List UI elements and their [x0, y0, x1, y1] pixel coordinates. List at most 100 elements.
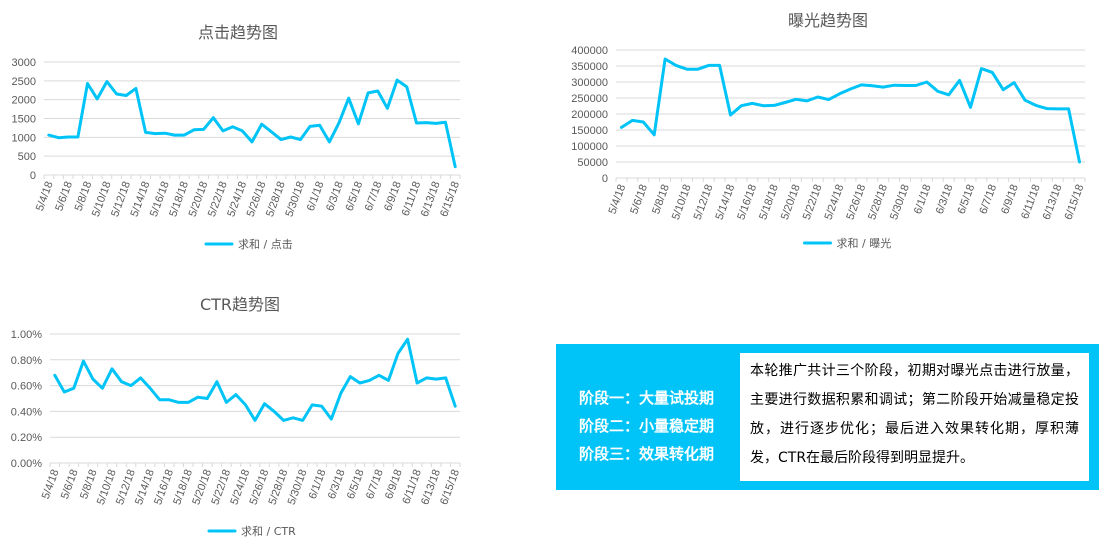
chart-title: 曝光趋势图: [788, 11, 868, 30]
data-point: [243, 403, 247, 407]
x-tick-label: 5/6/18: [628, 183, 650, 216]
data-point: [211, 116, 215, 120]
x-tick-label: 6/3/18: [934, 183, 956, 216]
data-point: [260, 122, 264, 126]
data-point: [269, 130, 273, 134]
data-point: [1078, 160, 1082, 164]
data-point: [414, 121, 418, 125]
data-point: [310, 403, 314, 407]
data-point: [358, 381, 362, 385]
y-tick-label: 150000: [571, 125, 608, 137]
data-point: [221, 129, 225, 133]
data-point: [903, 84, 907, 88]
x-tick-label: 6/9/18: [382, 180, 404, 213]
x-tick-label: 5/20/18: [779, 183, 803, 222]
data-point: [66, 135, 70, 139]
data-point: [849, 87, 853, 91]
y-tick-label: 50000: [577, 157, 608, 169]
data-point: [990, 70, 994, 74]
data-point: [320, 404, 324, 408]
data-point: [925, 80, 929, 84]
data-point: [772, 103, 776, 107]
data-point: [936, 89, 940, 93]
data-point: [729, 113, 733, 117]
data-point: [298, 138, 302, 142]
y-tick-label: 2000: [12, 95, 36, 107]
data-point: [279, 138, 283, 142]
series-line: [53, 337, 457, 422]
data-point: [406, 337, 410, 341]
x-tick-label: 5/30/18: [888, 183, 912, 222]
data-point: [182, 133, 186, 137]
data-point: [377, 373, 381, 377]
data-point: [718, 63, 722, 67]
impressions-chart: 曝光趋势图 0 50000 100000 150000 200000 250000 30000…: [548, 0, 1103, 265]
data-point: [881, 85, 885, 89]
data-point: [424, 121, 428, 125]
data-point: [1023, 98, 1027, 102]
data-point: [958, 78, 962, 82]
data-point: [337, 121, 341, 125]
data-point: [979, 67, 983, 71]
data-point: [444, 376, 448, 380]
data-point: [685, 67, 689, 71]
x-tick-label: 6/1/18: [912, 183, 934, 216]
data-point: [453, 404, 457, 408]
data-point: [215, 380, 219, 384]
data-point: [652, 133, 656, 137]
data-point: [76, 135, 80, 139]
data-point: [91, 377, 95, 381]
x-tick-label: 6/7/18: [363, 180, 385, 213]
y-tick-label: 0.60%: [11, 381, 42, 393]
data-point: [395, 78, 399, 82]
y-tick-label: 500: [18, 151, 36, 163]
data-point: [186, 400, 190, 404]
x-tick-label: 6/7/18: [977, 183, 999, 216]
data-point: [443, 120, 447, 124]
data-point: [177, 400, 181, 404]
y-tick-label: 300000: [571, 77, 608, 89]
y-tick-label: 0.80%: [11, 355, 42, 367]
data-point: [805, 99, 809, 103]
ctr-chart: CTR趋势图 0.00% 0.20% 0.40% 0.60% 0.80% 1.00% 5/4/…: [0, 285, 480, 550]
data-point: [53, 373, 57, 377]
data-point: [100, 386, 104, 390]
data-point: [95, 97, 99, 101]
data-point: [253, 418, 257, 422]
data-point: [129, 384, 133, 388]
data-point: [202, 127, 206, 131]
data-point: [110, 367, 114, 371]
data-point: [57, 136, 61, 140]
data-point: [47, 133, 51, 137]
legend-label: 求和 / CTR: [241, 525, 296, 538]
data-point: [827, 98, 831, 102]
data-point: [385, 106, 389, 110]
y-tick-label: 200000: [571, 109, 608, 121]
data-point: [663, 57, 667, 61]
y-tick-label: 0.00%: [11, 458, 42, 470]
x-tick-label: 5/4/18: [34, 180, 56, 213]
data-point: [231, 125, 235, 129]
x-tick-label: 6/15/18: [1063, 183, 1087, 222]
y-tick-label: 1000: [12, 132, 36, 144]
x-tick-label: 6/11/18: [1019, 183, 1043, 221]
data-point: [72, 386, 76, 390]
y-tick-label: 1500: [12, 114, 36, 126]
y-tick-label: 0: [602, 173, 608, 185]
x-tick-label: 5/18/18: [757, 183, 781, 222]
data-point: [62, 390, 66, 394]
data-point: [396, 351, 400, 355]
y-tick-label: 0.40%: [11, 406, 42, 418]
data-point: [1056, 107, 1060, 111]
x-tick-label: 5/6/18: [53, 180, 75, 213]
y-tick-label: 350000: [571, 61, 608, 73]
data-point: [1012, 81, 1016, 85]
x-tick-label: 5/24/18: [823, 183, 847, 222]
phase-description: 本轮推广共计三个阶段，初期对曝光点击进行放量，主要进行数据积累和调试；第二阶段开…: [740, 353, 1089, 481]
data-point: [158, 398, 162, 402]
data-point: [308, 124, 312, 128]
phase-1-label: 阶段一：大量试投期: [579, 389, 715, 407]
chart-title: 点击趋势图: [198, 23, 278, 42]
x-tick-label: 5/8/18: [73, 180, 95, 213]
data-point: [327, 140, 331, 144]
